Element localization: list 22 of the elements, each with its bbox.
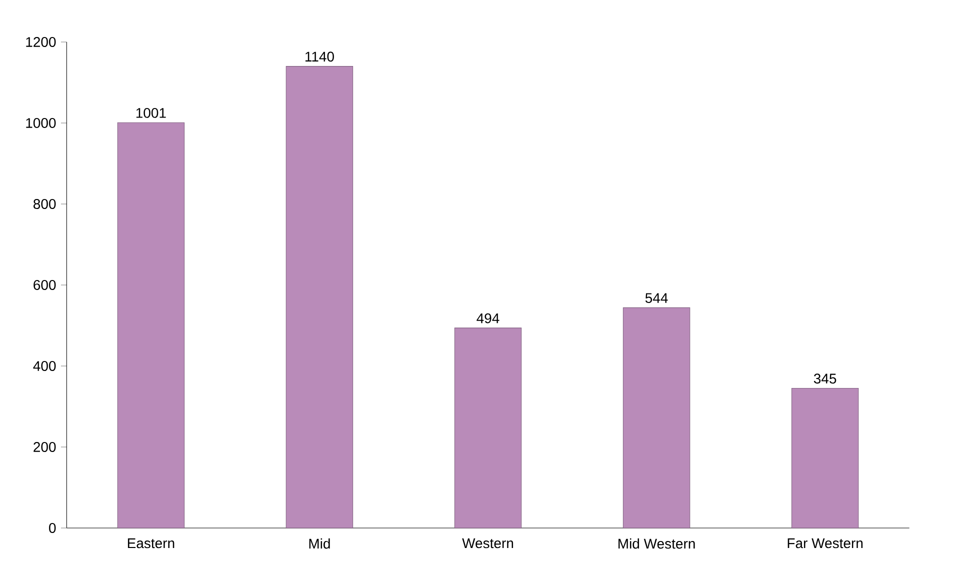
y-tick-label: 600 bbox=[34, 280, 56, 290]
data-label: 1001 bbox=[136, 108, 166, 118]
x-tick-label: Far Western bbox=[788, 538, 863, 548]
y-tick-label: 0 bbox=[49, 523, 56, 533]
data-label: 494 bbox=[476, 313, 500, 324]
bar bbox=[454, 328, 522, 528]
x-tick-label: Mid bbox=[309, 538, 330, 549]
x-tick-label: Mid Western bbox=[618, 538, 695, 549]
bar bbox=[622, 307, 690, 528]
bar bbox=[286, 66, 354, 528]
y-tick-label: 800 bbox=[34, 199, 56, 209]
bar bbox=[117, 122, 185, 528]
y-tick-label: 200 bbox=[34, 442, 56, 452]
x-tick-label: Eastern bbox=[128, 538, 174, 548]
y-tick-label: 400 bbox=[33, 361, 56, 371]
data-label: 1140 bbox=[305, 52, 334, 62]
y-tick-label: 1000 bbox=[26, 118, 56, 128]
x-tick-label: Western bbox=[462, 538, 514, 548]
y-tick-label: 1200 bbox=[26, 37, 56, 47]
bar bbox=[791, 388, 859, 528]
data-label: 345 bbox=[814, 374, 836, 384]
data-label: 544 bbox=[645, 293, 668, 303]
